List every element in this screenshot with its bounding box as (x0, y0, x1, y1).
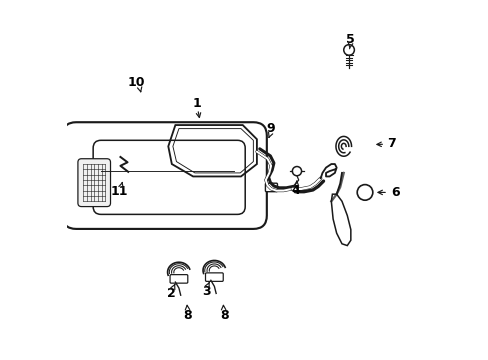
Text: 5: 5 (346, 33, 354, 46)
FancyBboxPatch shape (265, 183, 277, 192)
FancyBboxPatch shape (78, 159, 110, 207)
Text: 3: 3 (202, 285, 210, 298)
Text: 1: 1 (192, 97, 201, 110)
Text: 7: 7 (386, 138, 395, 150)
Text: 10: 10 (127, 76, 145, 89)
Text: 8: 8 (183, 309, 192, 322)
Text: 2: 2 (167, 287, 176, 300)
Text: 8: 8 (220, 309, 228, 322)
Text: 6: 6 (390, 186, 399, 199)
Text: 4: 4 (291, 184, 300, 197)
Text: 9: 9 (266, 122, 275, 135)
Text: 11: 11 (111, 185, 128, 198)
